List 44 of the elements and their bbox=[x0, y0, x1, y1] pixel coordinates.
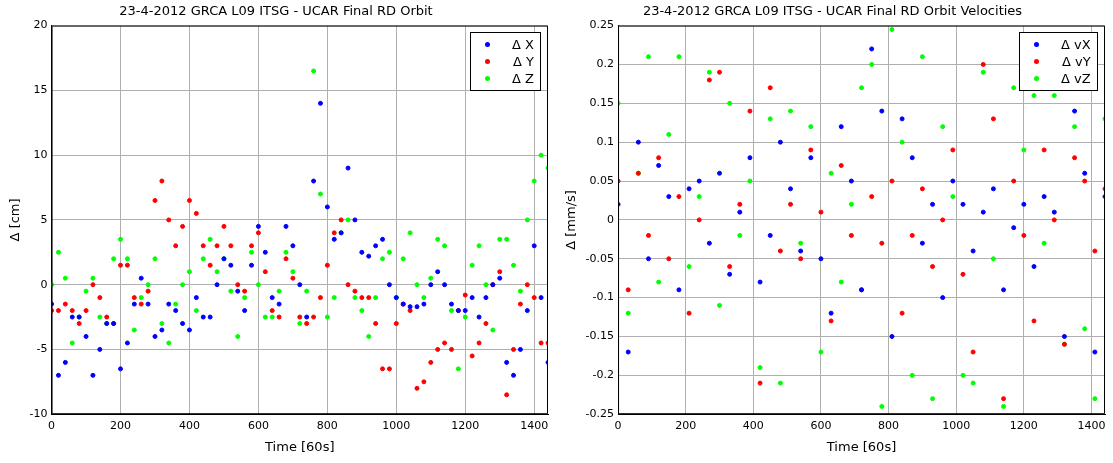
x-tick-label: 1400 bbox=[1077, 418, 1106, 432]
y-tick-label: -10 bbox=[29, 407, 48, 421]
chart-title: 23-4-2012 GRCA L09 ITSG - UCAR Final RD Orbit Velocities bbox=[642, 3, 1023, 19]
x-tick-label: 800 bbox=[316, 418, 338, 432]
x-tick-label: 200 bbox=[675, 418, 697, 432]
y-tick-label: -5 bbox=[36, 342, 48, 356]
legend-label: Δ Y bbox=[512, 52, 534, 70]
y-tick-label: -0.1 bbox=[592, 290, 615, 304]
legend-label: Δ Z bbox=[512, 69, 534, 87]
y-tick-label: 20 bbox=[33, 18, 48, 32]
y-tick-label: 0 bbox=[607, 212, 615, 226]
y-tick-label: 0.2 bbox=[596, 57, 615, 71]
y-tick-label: -0.15 bbox=[585, 329, 615, 343]
x-tick-label: 1000 bbox=[382, 418, 411, 432]
x-tick-label: 600 bbox=[810, 418, 832, 432]
y-tick-label: 5 bbox=[40, 212, 48, 226]
y-tick-label: 0.05 bbox=[589, 173, 615, 187]
x-tick-label: 400 bbox=[742, 418, 764, 432]
x-axis-title: Time [60s] bbox=[825, 438, 897, 454]
x-tick-label: 1200 bbox=[1009, 418, 1038, 432]
x-tick-label: 600 bbox=[247, 418, 269, 432]
legend-label: Δ vX bbox=[1061, 35, 1091, 53]
y-tick-label: 0.15 bbox=[589, 96, 615, 110]
y-tick-label: 15 bbox=[33, 83, 48, 97]
y-axis-title: Δ [cm] bbox=[7, 198, 23, 242]
x-tick-label: 1000 bbox=[942, 418, 971, 432]
y-tick-label: 0 bbox=[40, 277, 48, 291]
y-tick-label: 0.1 bbox=[596, 135, 615, 149]
legend-label: Δ X bbox=[512, 35, 534, 53]
y-tick-label: 10 bbox=[33, 147, 48, 161]
y-tick-label: -0.2 bbox=[592, 368, 615, 382]
legend-label: Δ vZ bbox=[1061, 69, 1091, 87]
x-tick-label: 1400 bbox=[520, 418, 549, 432]
x-tick-label: 200 bbox=[110, 418, 132, 432]
x-tick-label: 400 bbox=[178, 418, 200, 432]
x-tick-label: 1200 bbox=[451, 418, 480, 432]
x-axis-title: Time [60s] bbox=[264, 438, 335, 454]
y-tick-label: -0.25 bbox=[585, 407, 615, 421]
y-tick-label: -0.05 bbox=[585, 251, 615, 265]
y-axis-title: Δ [mm/s] bbox=[563, 190, 579, 250]
x-tick-label: 800 bbox=[878, 418, 900, 432]
y-tick-label: 0.25 bbox=[589, 18, 615, 32]
chart-title: 23-4-2012 GRCA L09 ITSG - UCAR Final RD Orbit bbox=[119, 3, 433, 19]
legend-label: Δ vY bbox=[1061, 52, 1091, 70]
